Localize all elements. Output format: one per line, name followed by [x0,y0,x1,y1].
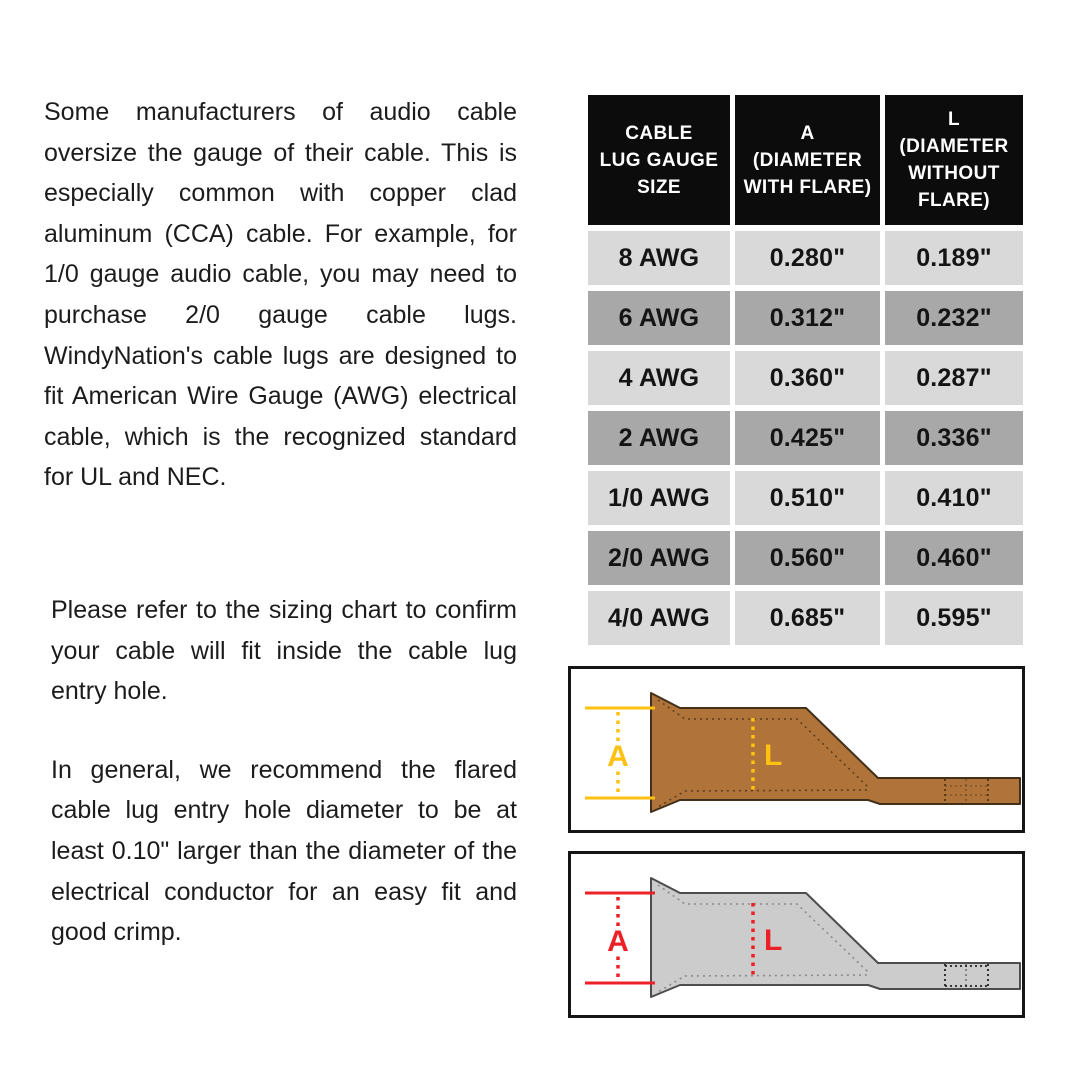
table-cell-a: 0.312" [735,291,880,345]
table-cell-a: 0.510" [735,471,880,525]
table-header-cell: L (DIAMETER WITHOUT FLARE) [885,95,1023,225]
table-cell-a: 0.360" [735,351,880,405]
table-header-line: (DIAMETER [899,136,1009,157]
table-cell-size: 6 AWG [588,291,730,345]
crimp-marks [944,964,989,988]
dimension-label-l: L [764,739,782,772]
lug-inner-dotted-outline [657,699,868,808]
table-cell-size: 8 AWG [588,231,730,285]
table-header-cell: A (DIAMETER WITH FLARE) [735,95,880,225]
table-cell-l: 0.460" [885,531,1023,585]
crimp-recommendation-paragraph: In general, we recommend the flared cabl… [51,755,517,947]
table-cell-a: 0.425" [735,411,880,465]
table-cell-size: 4/0 AWG [588,591,730,645]
lug-sizing-table: CABLE LUG GAUGE SIZE A (DIAMETER WITH FLARE) L… [588,95,1023,645]
table-cell-l: 0.595" [885,591,1023,645]
lug-body-shape [650,877,1021,998]
text-column: Some manufacturers of audio cable oversi… [44,92,517,953]
table-header-line: CABLE [625,122,693,144]
copper-lug-diagram: A L [568,666,1025,833]
table-header-line: WITHOUT [908,163,1000,184]
intro-paragraph: Some manufacturers of audio cable oversi… [44,98,517,492]
table-header-line: SIZE [637,176,681,198]
table-cell-l: 0.189" [885,231,1023,285]
table-header-line: LUG GAUGE [599,149,719,171]
table-cell-l: 0.410" [885,471,1023,525]
label-backplate [605,926,631,956]
table-header-cell: CABLE LUG GAUGE SIZE [588,95,730,225]
table-header-line: WITH FLARE) [743,176,872,198]
crimp-marks [944,779,989,803]
table-header-line: A [800,122,815,144]
table-cell-a: 0.280" [735,231,880,285]
dimension-label-l: L [764,924,782,957]
label-backplate [605,741,631,771]
table-header-line: (DIAMETER [752,149,863,171]
tinned-lug-illustration: A L [585,877,1021,998]
table-header-line: FLARE) [917,190,991,211]
dimension-label-a: A [607,740,629,773]
table-cell-size: 1/0 AWG [588,471,730,525]
table-cell-size: 2 AWG [588,411,730,465]
copper-lug-illustration: A L [585,692,1021,813]
table-cell-l: 0.232" [885,291,1023,345]
table-cell-a: 0.685" [735,591,880,645]
dimension-l-marker: L [751,718,782,790]
dimension-l-marker: L [751,903,782,975]
table-cell-size: 4 AWG [588,351,730,405]
lug-inner-dotted-outline [657,884,868,993]
table-cell-size: 2/0 AWG [588,531,730,585]
table-cell-a: 0.560" [735,531,880,585]
tinned-lug-diagram: A L [568,851,1025,1018]
dimension-a-marker: A [585,706,655,800]
table-header-line: L [947,109,960,130]
dimension-label-a: A [607,925,629,958]
table-cell-l: 0.287" [885,351,1023,405]
lug-body-shape [650,692,1021,813]
sizing-chart-note-paragraph: Please refer to the sizing chart to conf… [51,595,517,706]
table-cell-l: 0.336" [885,411,1023,465]
dimension-a-marker: A [585,891,655,985]
